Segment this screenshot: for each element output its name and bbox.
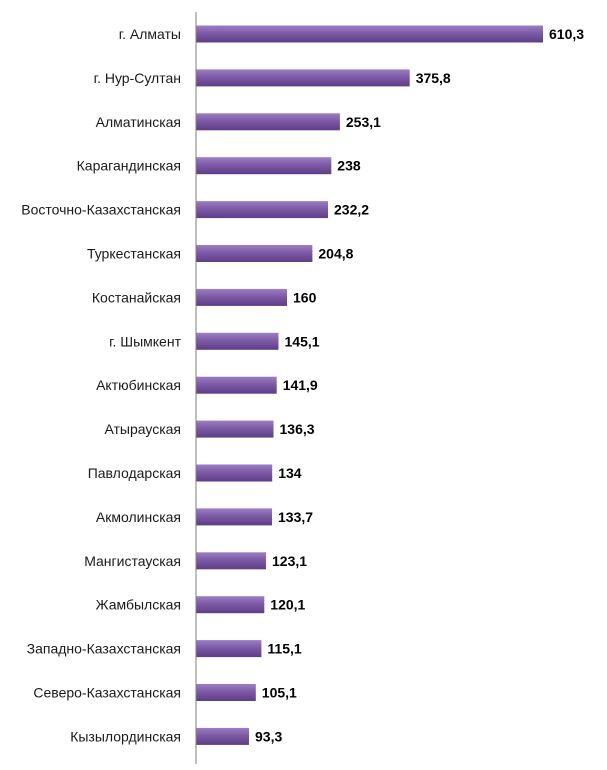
category-label: Алматинская <box>96 114 181 130</box>
bar <box>196 640 262 658</box>
category-label: Западно-Казахстанская <box>27 641 181 657</box>
category-label: г. Алматы <box>119 26 181 42</box>
category-label: Северо-Казахстанская <box>33 685 181 701</box>
category-label: Костанайская <box>92 289 181 305</box>
bars-group <box>196 25 543 745</box>
category-label: Восточно-Казахстанская <box>21 202 181 218</box>
value-label: 120,1 <box>270 597 305 613</box>
bar <box>196 727 249 745</box>
bar <box>196 508 272 526</box>
value-label: 238 <box>337 158 361 174</box>
bar <box>196 245 313 262</box>
category-label: Туркестанская <box>87 246 181 262</box>
bar <box>196 420 274 438</box>
value-label: 204,8 <box>318 246 353 262</box>
bar <box>196 288 287 306</box>
category-labels-group: г. Алматы г. Нур-Султан Алматинская Караган… <box>21 26 181 744</box>
value-labels-group: 610,3 375,8 253,1 238 232,2 204,8 160 145,1 141,… <box>255 26 584 744</box>
value-label: 115,1 <box>267 641 301 657</box>
category-label: г. Нур-Султан <box>94 70 181 86</box>
bar <box>196 376 277 394</box>
value-label: 145,1 <box>285 333 320 349</box>
bar <box>196 25 543 43</box>
category-label: Кызылординская <box>70 728 181 744</box>
value-label: 160 <box>293 289 317 305</box>
category-label: Павлодарская <box>88 465 181 481</box>
bar <box>196 332 279 350</box>
value-label: 141,9 <box>283 377 318 393</box>
bar <box>196 201 328 219</box>
category-label: Атырауская <box>104 421 181 437</box>
category-label: Акмолинская <box>96 509 181 525</box>
category-label: Мангистауская <box>84 553 181 569</box>
value-label: 136,3 <box>280 421 315 437</box>
bar <box>196 157 332 175</box>
bar <box>196 684 256 701</box>
bar <box>196 596 265 614</box>
bar <box>196 113 340 131</box>
value-label: 133,7 <box>278 509 313 525</box>
category-label: Жамбылская <box>96 597 181 613</box>
bar <box>196 552 266 570</box>
category-label: г. Шымкент <box>109 333 181 349</box>
category-label: Актюбинская <box>96 377 181 393</box>
value-label: 610,3 <box>549 26 584 42</box>
value-label: 253,1 <box>346 114 381 130</box>
value-label: 123,1 <box>272 553 307 569</box>
category-label: Карагандинская <box>77 158 181 174</box>
value-label: 93,3 <box>255 728 282 744</box>
bar <box>196 464 273 482</box>
value-label: 134 <box>278 465 302 481</box>
bar <box>196 69 410 87</box>
value-label: 375,8 <box>416 70 451 86</box>
value-label: 105,1 <box>262 685 297 701</box>
value-label: 232,2 <box>334 202 369 218</box>
